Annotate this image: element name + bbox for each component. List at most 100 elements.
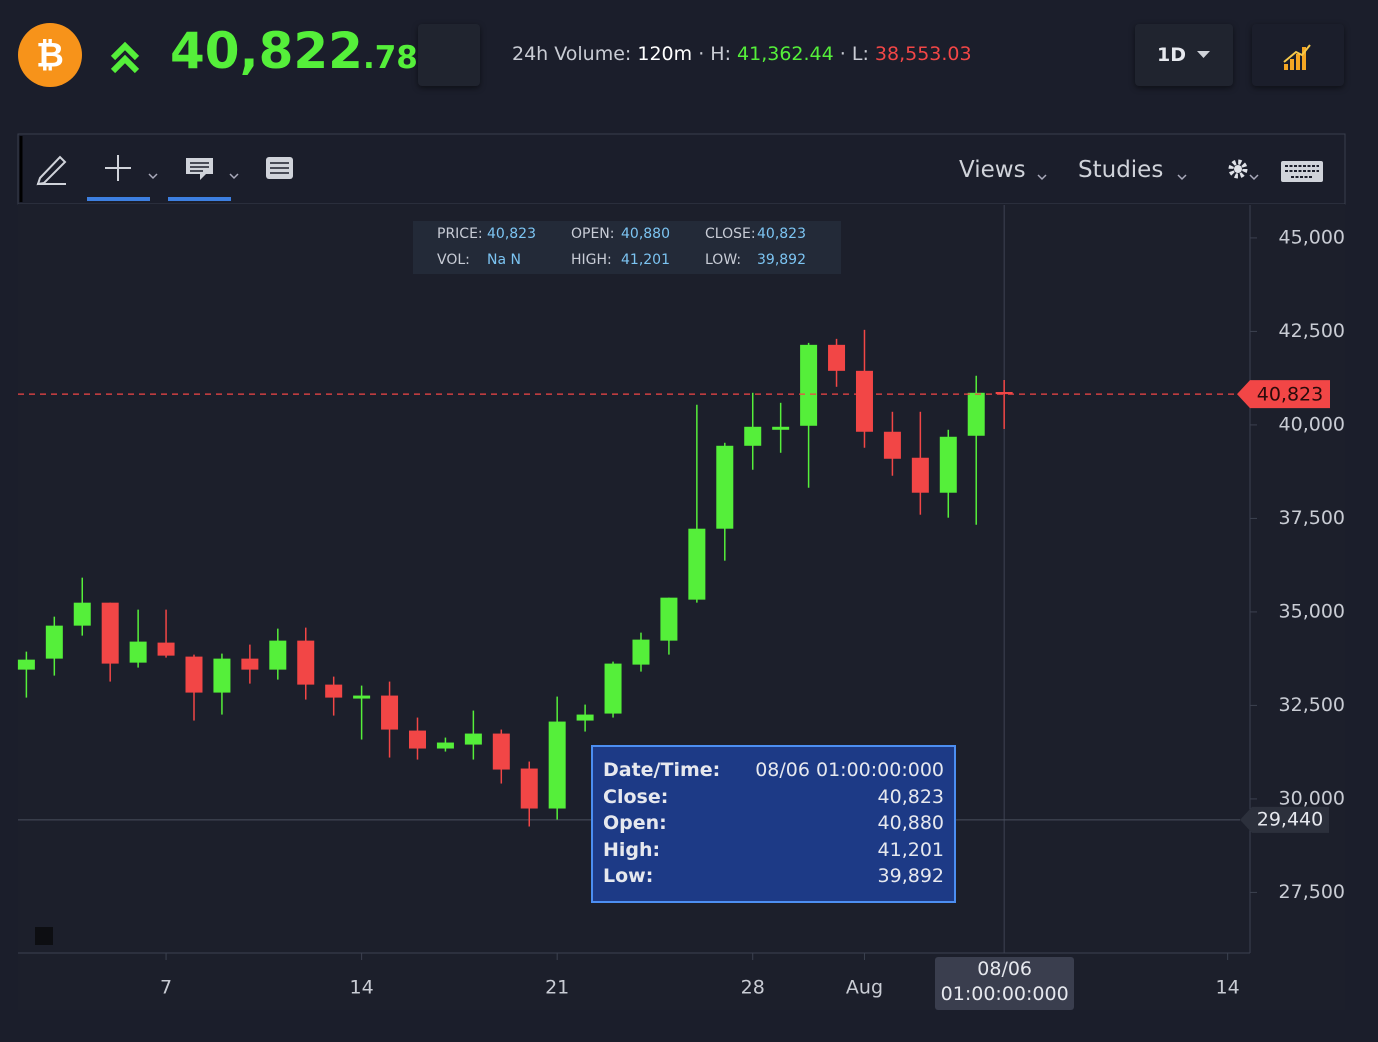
- info-value: 40,823: [487, 226, 536, 242]
- low: 38,553.03: [874, 43, 972, 65]
- pencil-icon[interactable]: [36, 155, 67, 186]
- info-label: VOL:: [437, 252, 470, 268]
- chart-type-button[interactable]: [1252, 24, 1344, 86]
- studies-menu[interactable]: Studies: [1078, 157, 1164, 183]
- candle-body: [828, 344, 846, 371]
- active-underline: [87, 197, 150, 201]
- candle-body: [325, 684, 343, 698]
- candle-body: [548, 721, 566, 809]
- price: 40,822.78: [170, 22, 418, 80]
- y-tick-label: 27,500: [1279, 881, 1345, 903]
- tooltip-value: 41,201: [877, 838, 944, 861]
- candle-body: [772, 426, 790, 430]
- crosshair-y-box: [1240, 806, 1329, 833]
- crosshair-icon[interactable]: [105, 155, 131, 181]
- x-tick-label: 14: [1216, 977, 1240, 999]
- candle-body: [464, 733, 482, 745]
- info-label: CLOSE:: [705, 226, 756, 242]
- x-tick-label: 21: [545, 977, 569, 999]
- info-label: OPEN:: [571, 226, 615, 242]
- tooltip-key: Date/Time:: [603, 759, 721, 781]
- high: 41,362.44: [737, 43, 834, 65]
- marker-square: [35, 927, 53, 945]
- crosshair-x-label: 08/06 01:00:00:000: [935, 957, 1075, 1010]
- info-value: 39,892: [757, 252, 806, 268]
- candle-body: [744, 426, 762, 446]
- candle-body: [604, 663, 622, 714]
- chevron[interactable]: [229, 173, 239, 180]
- tooltip-value: 40,823: [877, 785, 944, 808]
- candle-body: [157, 642, 175, 656]
- chevron[interactable]: [1249, 174, 1259, 181]
- x-tick-label: 28: [741, 977, 765, 999]
- list-lines: [270, 162, 289, 174]
- candle-body: [17, 659, 35, 670]
- y-tick-label: 45,000: [1279, 226, 1345, 248]
- chevron[interactable]: [148, 173, 158, 180]
- tooltip-row: Close: 40,823: [603, 786, 944, 812]
- tooltip-key: Open:: [603, 812, 667, 834]
- chevron[interactable]: [1037, 174, 1047, 181]
- y-tick-label: 30,000: [1279, 787, 1345, 809]
- tooltip-row: Date/Time: 08/06 01:00:00:000: [603, 759, 944, 785]
- candle-body: [129, 641, 147, 663]
- candle-body: [688, 528, 706, 600]
- tooltip-key: Close:: [603, 785, 669, 808]
- info-value: Na N: [487, 252, 521, 268]
- candle-body: [492, 733, 510, 770]
- stats: 24h Volume: 120m · H: 41,362.44 · L: 38,…: [512, 43, 972, 65]
- gear-hub: [1234, 165, 1242, 173]
- candle-body: [800, 344, 818, 426]
- candle-body: [995, 392, 1013, 395]
- y-tick-label: 37,500: [1279, 507, 1345, 529]
- tooltip-row: Open: 40,880: [603, 812, 944, 838]
- y-tick-label: 35,000: [1279, 600, 1345, 622]
- info-label: LOW:: [705, 252, 742, 268]
- candle-body: [883, 431, 901, 459]
- price-dropdown[interactable]: [418, 24, 480, 86]
- price-main: 40,822: [170, 22, 363, 80]
- info-value: 41,201: [621, 252, 670, 268]
- info-value: 40,823: [757, 226, 806, 242]
- price-decimals: .78: [362, 40, 418, 76]
- y-tick-label: 42,500: [1279, 320, 1345, 342]
- volume: 120m: [637, 43, 693, 65]
- logo-symbol: ₿: [36, 36, 64, 76]
- up-icon: [110, 41, 140, 74]
- candle-body: [185, 656, 203, 693]
- info-value: 40,880: [621, 226, 670, 242]
- toolbar-frame: [17, 133, 1346, 205]
- interval: 1D: [1157, 44, 1186, 66]
- tooltip-value: 39,892: [877, 865, 944, 887]
- info-label: HIGH:: [571, 252, 612, 268]
- x-tick-label: Aug: [846, 977, 883, 999]
- info-box: PRICE: 40,823 OPEN: 40,880 CLOSE: 40,823 VOL: N…: [413, 221, 841, 274]
- candle-body: [576, 714, 594, 721]
- x-tick-label: 14: [350, 977, 374, 999]
- x-tick-label: 7: [160, 977, 172, 999]
- candle-body: [45, 625, 63, 659]
- candle-body: [213, 658, 231, 693]
- tooltip-key: High:: [603, 838, 661, 861]
- chart-icon[interactable]: [1284, 47, 1306, 70]
- candle-body: [855, 370, 873, 432]
- candle-body: [660, 597, 678, 641]
- tooltip-row: High: 41,201: [603, 839, 944, 865]
- candle-body: [73, 602, 91, 626]
- candle-body: [241, 658, 259, 670]
- candle-body: [381, 695, 399, 730]
- candle-body: [911, 457, 929, 493]
- gear-icon[interactable]: [1228, 159, 1248, 179]
- logo: [18, 23, 82, 87]
- interval-button[interactable]: 1D: [1135, 24, 1233, 86]
- candle-body: [269, 640, 287, 670]
- tooltip: Date/Time: 08/06 01:00:00:000 Close: 40,823…: [591, 745, 956, 903]
- chevron[interactable]: [1177, 174, 1187, 181]
- tooltip-value: 40,880: [877, 812, 944, 834]
- candle-body: [716, 445, 734, 529]
- views-menu[interactable]: Views: [959, 157, 1026, 183]
- candle-body: [436, 742, 454, 749]
- keyboard-keys: [1285, 165, 1319, 178]
- tooltip-row: Low: 39,892: [603, 865, 944, 891]
